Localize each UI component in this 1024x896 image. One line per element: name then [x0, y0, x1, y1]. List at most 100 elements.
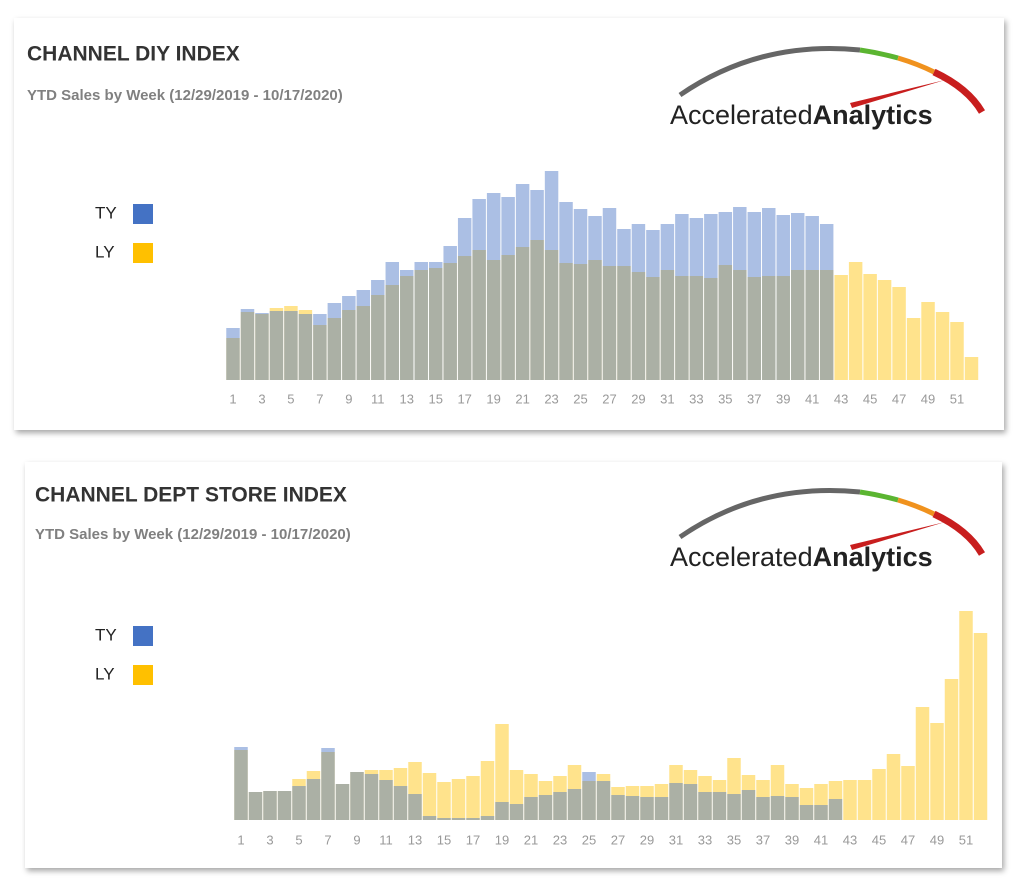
x-tick-label: 39 — [785, 832, 799, 847]
bar — [704, 214, 718, 380]
bar — [292, 779, 306, 820]
bar — [371, 295, 385, 380]
x-tick-label: 5 — [287, 391, 294, 406]
bar — [790, 213, 805, 380]
x-tick-label: 7 — [316, 391, 323, 406]
bar — [872, 769, 886, 820]
bar — [350, 772, 364, 820]
bar — [292, 786, 306, 820]
bar — [486, 193, 501, 380]
bar — [698, 792, 712, 820]
bar — [819, 270, 834, 380]
bar — [805, 270, 819, 380]
x-tick-label: 35 — [727, 832, 741, 847]
bar — [718, 212, 733, 380]
bar — [776, 215, 790, 380]
bar — [248, 792, 263, 820]
bar — [906, 318, 921, 380]
bar — [669, 765, 683, 820]
bar — [718, 265, 733, 380]
bar — [654, 797, 669, 820]
bar — [727, 758, 741, 820]
x-tick-label: 51 — [950, 391, 964, 406]
logo-arc-green — [859, 489, 899, 503]
bar — [335, 784, 350, 820]
bar — [669, 783, 683, 820]
bar — [443, 263, 457, 380]
bar — [356, 290, 371, 380]
x-tick-label: 3 — [258, 391, 265, 406]
legend-label: TY — [95, 625, 117, 644]
bar — [428, 262, 443, 380]
card — [14, 18, 1004, 430]
bar — [544, 250, 559, 380]
x-tick-label: 17 — [457, 391, 471, 406]
logo-text: AcceleratedAnalytics — [670, 100, 933, 130]
bar — [559, 263, 573, 380]
bar — [501, 255, 515, 380]
x-tick-label: 11 — [379, 832, 393, 847]
bar — [255, 313, 269, 380]
bar — [704, 278, 718, 380]
x-tick-label: 29 — [631, 391, 645, 406]
bar — [298, 310, 313, 380]
bar — [747, 277, 762, 380]
bar — [588, 216, 602, 380]
bar — [457, 256, 472, 380]
bar — [240, 309, 255, 380]
x-tick-label: 21 — [524, 832, 538, 847]
bar — [901, 766, 915, 820]
bar — [814, 805, 828, 820]
bar — [480, 816, 495, 820]
bar — [959, 611, 973, 820]
bar — [762, 276, 776, 380]
logo-part: Accelerated — [670, 100, 813, 130]
bar — [683, 784, 698, 820]
bar — [226, 328, 240, 380]
bar — [457, 218, 472, 380]
bar — [582, 772, 596, 820]
x-tick-label: 41 — [805, 391, 819, 406]
bar — [675, 214, 689, 380]
bar — [263, 791, 277, 820]
bar — [646, 230, 660, 380]
x-tick-label: 51 — [959, 832, 973, 847]
bar — [848, 262, 863, 380]
bar — [611, 795, 625, 820]
x-tick-label: 23 — [553, 832, 567, 847]
bar — [313, 325, 327, 380]
bar — [313, 314, 327, 380]
bar — [379, 770, 393, 820]
bar — [509, 770, 524, 820]
bar — [741, 790, 756, 820]
bar — [935, 312, 950, 380]
bar — [269, 308, 284, 380]
x-tick-label: 23 — [544, 391, 558, 406]
bar — [596, 781, 611, 820]
bar — [689, 276, 704, 380]
legend-label: TY — [95, 203, 117, 222]
bar — [892, 287, 906, 380]
bar — [631, 272, 646, 380]
bar — [553, 792, 567, 820]
bar — [857, 780, 872, 820]
bar — [356, 306, 371, 380]
bar — [335, 784, 350, 820]
bar — [379, 780, 393, 820]
logo-arc-orange — [897, 55, 936, 75]
bar — [727, 794, 741, 820]
bar — [640, 797, 654, 820]
logo-part: Analytics — [813, 100, 933, 130]
chart: CHANNEL DIY INDEX YTD Sales by Week (12/2… — [27, 43, 986, 406]
bar — [284, 311, 298, 380]
bar — [712, 780, 727, 820]
bar — [466, 776, 480, 820]
bar — [654, 784, 669, 820]
bar — [530, 240, 544, 380]
bar — [234, 747, 248, 820]
bar — [617, 266, 631, 380]
x-tick-label: 21 — [515, 391, 529, 406]
bar — [437, 818, 451, 820]
bar — [799, 788, 814, 820]
